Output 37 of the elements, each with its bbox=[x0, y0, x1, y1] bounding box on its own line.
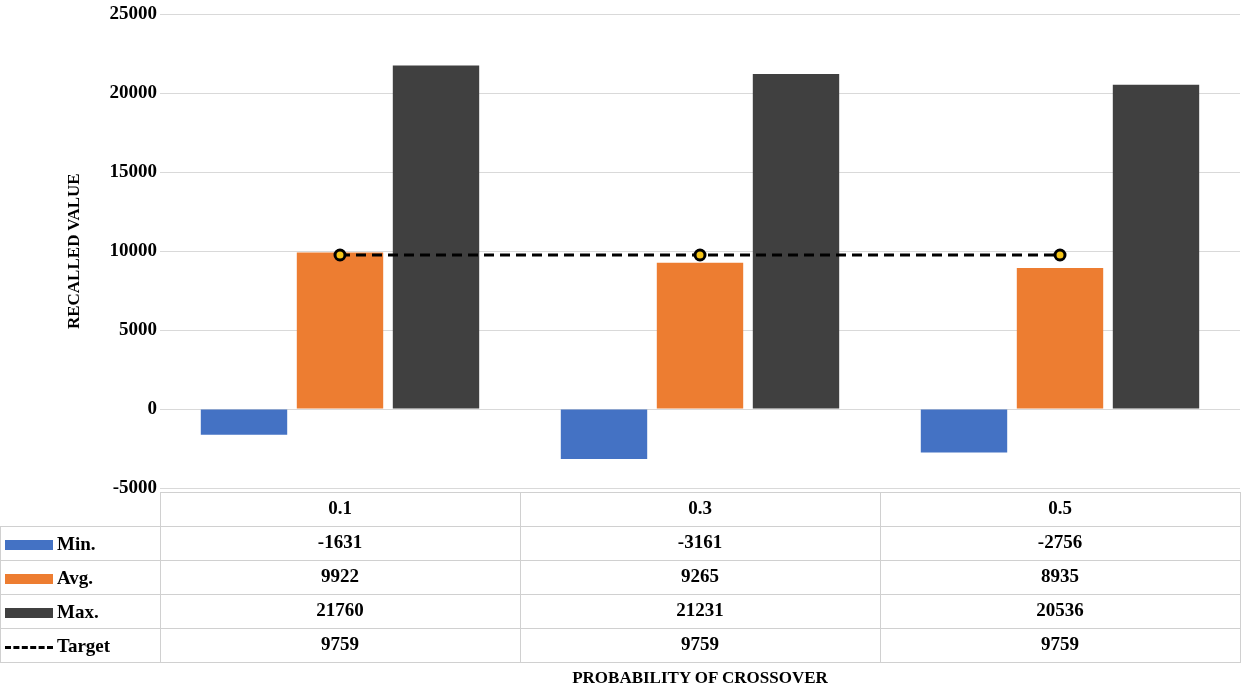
legend-label: Max. bbox=[57, 600, 99, 622]
bar bbox=[920, 409, 1008, 453]
data-label: 9759 bbox=[1041, 632, 1079, 654]
legend-label: Min. bbox=[57, 532, 96, 554]
bar bbox=[200, 409, 288, 435]
legend-label: Avg. bbox=[57, 566, 94, 588]
bar bbox=[560, 409, 648, 459]
y-tick-label: -5000 bbox=[112, 475, 157, 497]
x-tick-label: 0.1 bbox=[328, 496, 352, 518]
data-label: 8935 bbox=[1041, 564, 1079, 586]
legend-label: Target bbox=[57, 634, 111, 656]
data-label: 9759 bbox=[321, 632, 359, 654]
data-label: 21760 bbox=[316, 598, 364, 620]
data-label: -3161 bbox=[677, 530, 723, 552]
bar bbox=[752, 73, 840, 409]
y-tick-label: 15000 bbox=[109, 160, 157, 182]
y-tick-label: 5000 bbox=[119, 318, 157, 340]
bar bbox=[1016, 268, 1104, 409]
y-axis-title: RECALLED VALUE bbox=[63, 173, 83, 330]
bar bbox=[296, 252, 384, 409]
y-tick-label: 10000 bbox=[109, 239, 157, 261]
data-label: -1631 bbox=[317, 530, 363, 552]
bar bbox=[656, 262, 744, 409]
x-tick-label: 0.5 bbox=[1048, 496, 1072, 518]
y-tick-label: 25000 bbox=[109, 2, 157, 24]
data-label: 9759 bbox=[681, 632, 719, 654]
text: PROBABILITY OF CROSSOVER bbox=[571, 668, 829, 688]
data-label: 9922 bbox=[321, 564, 359, 586]
bar bbox=[1112, 84, 1200, 409]
data-label: 9265 bbox=[681, 564, 719, 586]
y-tick-label: 20000 bbox=[109, 81, 157, 103]
data-label: 20536 bbox=[1036, 598, 1084, 620]
data-label: -2756 bbox=[1037, 530, 1083, 552]
bar bbox=[392, 65, 480, 409]
x-tick-label: 0.3 bbox=[688, 496, 712, 518]
data-label: 21231 bbox=[676, 598, 724, 620]
y-tick-label: 0 bbox=[147, 396, 157, 418]
